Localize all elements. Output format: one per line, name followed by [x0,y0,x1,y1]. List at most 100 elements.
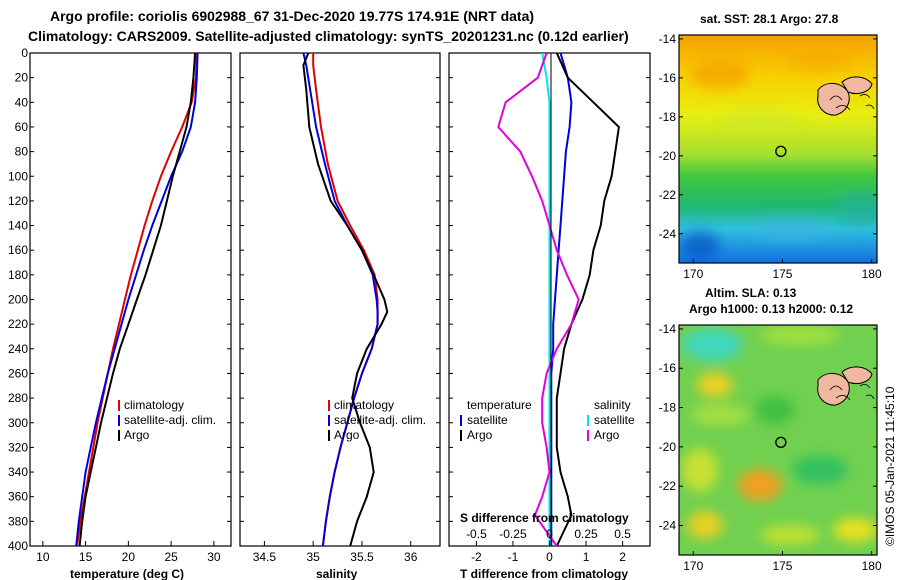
depth-axis: 0 20 40 60 80 100 120 140 160 180 200 220 240 260 280 3… [8,46,650,553]
lon-tick-label: 170 [683,559,703,573]
series-s-satellite [541,52,551,546]
x-tick-label: 35.5 [350,550,374,564]
x-tick-label: 15 [79,550,93,564]
temperature-panel [29,52,232,547]
lat-tick-label: -18 [659,401,677,415]
lat-tick-label: -22 [659,188,677,202]
depth-tick-label: 340 [8,465,28,479]
lon-tick-label: 180 [862,267,882,281]
lat-tick-label: -22 [659,479,677,493]
salinity-legend: climatology satellite-adj. clim. Argo [328,398,426,442]
series-argo [302,52,389,547]
x2-tick-label: -0.5 [466,527,487,541]
depth-tick-label: 260 [8,366,28,380]
temperature-axis-label: temperature (deg C) [70,567,184,580]
legend-climatology: climatology [334,398,394,412]
x-tick-label: 34.5 [253,550,277,564]
depth-tick-label: 160 [8,243,28,257]
lat-tick-label: -14 [659,322,677,336]
x-tick-label: 10 [36,550,50,564]
sla-map-subtitle: Argo h1000: 0.13 h2000: 0.12 [689,302,853,316]
lat-tick-label: -18 [659,110,677,124]
title-line-1: Argo profile: coriolis 6902988_67 31-Dec… [50,8,534,24]
s-difference-axis-label: S difference from climatology [460,511,629,525]
depth-tick-label: 40 [15,95,29,109]
x-tick-label: 2 [619,550,626,564]
legend-t-satellite: satellite [467,413,508,427]
depth-tick-label: 320 [8,440,28,454]
imos-watermark: ©IMOS 05-Jan-2021 11:45:10 [883,386,897,546]
temperature-legend: climatology satellite-adj. clim. Argo [118,398,216,442]
depth-tick-label: 380 [8,514,28,528]
depth-tick-label: 180 [8,268,28,282]
sla-map-title: Altim. SLA: 0.13 [705,286,797,300]
salinity-axis-label: salinity [316,567,358,580]
legend-s-satellite: satellite [594,413,635,427]
sst-map-frame [678,34,878,264]
legend-climatology: climatology [124,398,184,412]
lat-tick-label: -14 [659,32,677,46]
legend-s-argo: Argo [594,428,620,442]
lat-tick-label: -20 [659,440,677,454]
depth-tick-label: 300 [8,416,28,430]
salinity-panel [239,52,441,547]
legend-satellite: satellite-adj. clim. [334,413,426,427]
x-tick-label: -1 [508,550,519,564]
sst-map-title: sat. SST: 28.1 Argo: 27.8 [700,12,839,26]
x2-tick-label: 0 [546,527,553,541]
x-axis-ticks: 10 15 20 25 30 34.5 35 35.5 36 -2 -1 0 1 2 -0.5 -0.25 0 0… [36,527,631,564]
series-satellite-adj-clim- [75,52,199,547]
depth-tick-label: 0 [21,46,28,60]
fiji-island [817,373,850,406]
fiji-island [841,366,873,385]
sst-map [679,35,877,263]
series-climatology [76,52,198,547]
series-argo [78,52,197,547]
legend-argo: Argo [124,428,150,442]
legend-argo: Argo [334,428,360,442]
reef-outline [829,384,875,401]
depth-tick-label: 20 [15,71,29,85]
x2-tick-label: -0.25 [499,527,527,541]
series-t-argo [555,52,620,547]
difference-legend: temperature satellite Argo salinity sate… [460,398,635,442]
x-tick-label: 36 [404,550,418,564]
lat-tick-label: -24 [659,519,677,533]
x-tick-label: -2 [471,550,482,564]
legend-temperature-title: temperature [467,398,532,412]
t-difference-axis-label: T difference from climatology [460,567,628,580]
x2-tick-label: 0.25 [574,527,598,541]
depth-tick-label: 140 [8,219,28,233]
x2-tick-label: 0.5 [614,527,631,541]
legend-t-argo: Argo [467,428,493,442]
depth-tick-label: 240 [8,342,28,356]
lat-tick-label: -24 [659,227,677,241]
reef-outline [829,94,875,111]
sla-map-frame [678,324,878,556]
x-tick-label: 30 [207,550,221,564]
lat-tick-label: -16 [659,361,677,375]
depth-tick-label: 120 [8,194,28,208]
depth-tick-label: 360 [8,490,28,504]
argo-location-marker [775,436,787,449]
depth-tick-label: 280 [8,391,28,405]
depth-tick-label: 220 [8,317,28,331]
fiji-island [841,76,873,95]
x-tick-label: 20 [122,550,136,564]
sla-map-axes: -14 -16 -18 -20 -22 -24 170 175 180 [659,322,882,573]
x-tick-label: 0 [546,550,553,564]
depth-tick-label: 100 [8,169,28,183]
depth-tick-label: 400 [8,539,28,553]
depth-tick-label: 60 [15,120,29,134]
argo-location-marker [775,145,787,158]
x-tick-label: 1 [583,550,590,564]
series-climatology [312,53,379,547]
lon-tick-label: 180 [862,559,882,573]
lon-tick-label: 175 [772,267,792,281]
sla-map [679,325,877,555]
depth-tick-label: 80 [15,145,29,159]
x-tick-label: 25 [164,550,178,564]
lon-tick-label: 175 [772,559,792,573]
legend-salinity-title: salinity [594,398,631,412]
